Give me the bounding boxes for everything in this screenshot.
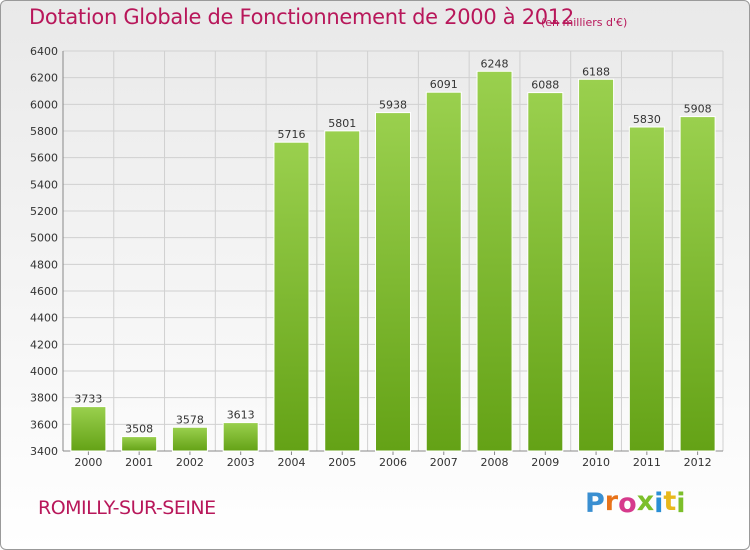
chart-unit-label: (en milliers d'€) [541, 16, 628, 29]
y-tick-label: 3400 [30, 445, 58, 458]
x-tick-label: 2010 [582, 456, 610, 469]
x-tick-label: 2011 [633, 456, 661, 469]
y-tick-label: 4400 [30, 312, 58, 325]
bar-2005 [324, 130, 361, 452]
data-labels: 3733 3508 3578 3613 5716 5801 5938 6091 6248 6088… [74, 57, 711, 435]
bar-2001 [121, 436, 158, 452]
data-label: 3733 [74, 393, 102, 406]
y-tick-label: 4600 [30, 285, 58, 298]
x-tick-label: 2000 [74, 456, 102, 469]
y-tick-label: 6400 [30, 45, 58, 58]
y-tick-label: 5400 [30, 178, 58, 191]
y-tick-label: 4800 [30, 258, 58, 271]
bars [70, 70, 716, 452]
bar-2012 [679, 116, 716, 452]
y-tick-label: 6200 [30, 72, 58, 85]
y-tick-label: 5600 [30, 152, 58, 165]
y-tick-label: 4200 [30, 338, 58, 351]
data-label: 6091 [430, 78, 458, 91]
logo-letter: x [636, 486, 655, 517]
data-label: 3508 [125, 423, 153, 436]
bar-2006 [375, 112, 411, 452]
bar-2002 [171, 426, 208, 452]
y-tick-label: 3600 [30, 418, 58, 431]
y-tick-label: 5000 [30, 232, 58, 245]
bar-2008 [476, 70, 513, 452]
y-tick-label: 4000 [30, 365, 58, 378]
data-label: 5716 [277, 128, 305, 141]
x-tick-label: 2001 [125, 456, 153, 469]
bar-2000 [70, 406, 107, 452]
data-label: 5801 [328, 117, 356, 130]
y-tick-label: 3800 [30, 392, 58, 405]
x-tick-label: 2003 [227, 456, 255, 469]
bar-2010 [578, 78, 615, 452]
bar-2009 [527, 92, 564, 452]
axes: 3400 3600 3800 4000 4200 4400 4600 4800 5000 5200… [30, 45, 723, 469]
data-label: 5908 [684, 103, 712, 116]
x-tick-label: 2002 [176, 456, 204, 469]
x-tick-label: 2012 [684, 456, 712, 469]
y-tick-label: 5200 [30, 205, 58, 218]
data-label: 6088 [531, 79, 559, 92]
data-label: 3613 [227, 409, 255, 422]
y-tick-label: 5800 [30, 125, 58, 138]
data-label: 3578 [176, 413, 204, 426]
data-label: 6188 [582, 65, 610, 78]
x-tick-label: 2009 [531, 456, 559, 469]
logo-letter: i [676, 488, 686, 519]
x-tick-label: 2005 [328, 456, 356, 469]
logo-letter: r [604, 486, 619, 517]
logo-letter: i [654, 488, 664, 519]
bar-2003 [222, 422, 259, 452]
proxiti-logo: Proxiti [585, 486, 686, 519]
y-tick-label: 6000 [30, 98, 58, 111]
chart-title: Dotation Globale de Fonctionnement de 20… [29, 5, 574, 29]
logo-letter: o [618, 488, 637, 519]
commune-name: ROMILLY-SUR-SEINE [38, 497, 216, 519]
data-label: 5938 [379, 99, 407, 112]
data-label: 6248 [481, 57, 509, 70]
data-label: 5830 [633, 113, 661, 126]
x-tick-label: 2008 [481, 456, 509, 469]
bar-2007 [425, 91, 462, 452]
bar-2011 [628, 126, 665, 452]
logo-letter: t [663, 486, 677, 517]
logo-letter: P [585, 488, 605, 519]
bar-2004 [273, 141, 310, 452]
x-tick-label: 2004 [277, 456, 305, 469]
x-tick-label: 2006 [379, 456, 407, 469]
x-tick-label: 2007 [430, 456, 458, 469]
